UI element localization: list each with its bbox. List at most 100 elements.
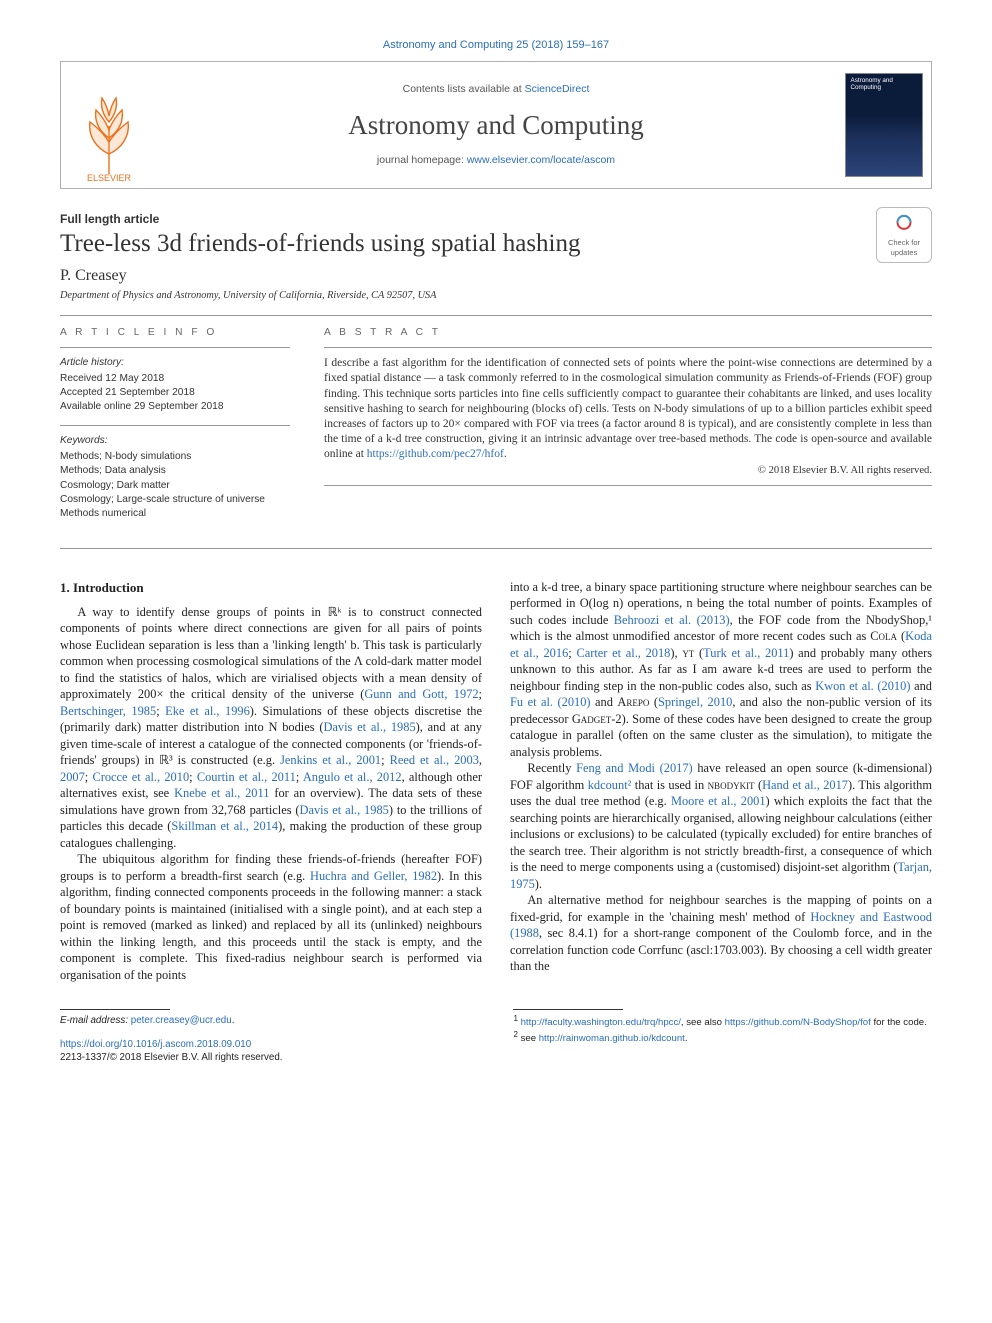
page-footer: E-mail address: peter.creasey@ucr.edu. h…: [60, 1009, 932, 1064]
crossmark-line2: updates: [891, 248, 918, 258]
keyword-item: Methods numerical: [60, 507, 290, 521]
citation-link[interactable]: Springel, 2010: [658, 695, 732, 709]
history-online: Available online 29 September 2018: [60, 400, 290, 414]
journal-cover-thumb: Astronomy and Computing: [836, 62, 931, 188]
contents-prefix: Contents lists available at: [403, 83, 525, 95]
code-name: Arepo: [617, 695, 649, 709]
citation-link[interactable]: Davis et al., 1985: [300, 803, 389, 817]
contents-available-line: Contents lists available at ScienceDirec…: [156, 82, 836, 96]
abstract-tail: .: [504, 448, 507, 460]
code-name: nbodykit: [708, 778, 755, 792]
author-affiliation: Department of Physics and Astronomy, Uni…: [60, 289, 932, 303]
footnote-text: , see also: [681, 1017, 725, 1028]
running-head: Astronomy and Computing 25 (2018) 159–16…: [60, 38, 932, 53]
svg-text:ELSEVIER: ELSEVIER: [86, 173, 131, 182]
abstract-body: I describe a fast algorithm for the iden…: [324, 357, 932, 460]
abstract-end-rule: [324, 485, 932, 486]
citation-link[interactable]: Eke et al., 1996: [165, 704, 250, 718]
article-info-heading: A R T I C L E I N F O: [60, 326, 290, 340]
abstract-heading: A B S T R A C T: [324, 326, 932, 340]
footnote-text: .: [685, 1034, 688, 1045]
crossmark-badge[interactable]: Check for updates: [876, 207, 932, 263]
code-name: yt: [682, 646, 694, 660]
citation-link[interactable]: Crocce et al., 2010: [92, 770, 189, 784]
crossmark-line1: Check for: [888, 238, 920, 248]
citation-link[interactable]: 2007: [60, 770, 85, 784]
citation-link[interactable]: Bertschinger, 1985: [60, 704, 156, 718]
body-paragraph: into a k-d tree, a binary space partitio…: [510, 579, 932, 761]
footnote-2: 2 see http://rainwoman.github.io/kdcount…: [513, 1030, 932, 1046]
author-name: P. Creasey: [60, 265, 932, 287]
history-label: Article history:: [60, 356, 290, 370]
cover-label: Astronomy and Computing: [851, 78, 917, 92]
keyword-item: Cosmology; Dark matter: [60, 479, 290, 493]
citation-link[interactable]: Turk et al., 2011: [703, 646, 789, 660]
footnote-link[interactable]: https://github.com/N-BodyShop/fof: [725, 1017, 871, 1028]
footnote-text: for the code.: [871, 1017, 927, 1028]
footnote-text: see: [521, 1034, 539, 1045]
separator-rule: [60, 315, 932, 316]
homepage-prefix: journal homepage:: [377, 154, 467, 166]
citation-link[interactable]: Fu et al. (2010): [510, 695, 591, 709]
citation-link[interactable]: Moore et al., 2001: [671, 794, 766, 808]
abstract-text: I describe a fast algorithm for the iden…: [324, 356, 932, 462]
keyword-item: Cosmology; Large-scale structure of univ…: [60, 493, 290, 507]
body-paragraph: An alternative method for neighbour sear…: [510, 892, 932, 975]
body-text: ).: [535, 877, 542, 891]
article-type: Full length article: [60, 211, 932, 227]
citation-link[interactable]: Feng and Modi (2017): [576, 761, 693, 775]
article-body: 1. Introduction A way to identify dense …: [60, 579, 932, 984]
body-text: ). In this algorithm, finding connected …: [60, 869, 482, 982]
body-paragraph: Recently Feng and Modi (2017) have relea…: [510, 760, 932, 892]
sciencedirect-link[interactable]: ScienceDirect: [525, 83, 590, 95]
doi-line: https://doi.org/10.1016/j.ascom.2018.09.…: [60, 1038, 479, 1051]
citation-link[interactable]: Hand et al., 2017: [762, 778, 848, 792]
footnote-rule: [513, 1009, 623, 1010]
issn-copyright-line: 2213-1337/© 2018 Elsevier B.V. All right…: [60, 1051, 479, 1064]
info-rule-2: [60, 425, 290, 426]
citation-link[interactable]: Skillman et al., 2014: [171, 819, 278, 833]
journal-homepage-line: journal homepage: www.elsevier.com/locat…: [156, 153, 836, 167]
body-text: Recently: [527, 761, 576, 775]
copyright-line: © 2018 Elsevier B.V. All rights reserved…: [324, 464, 932, 478]
keywords-label: Keywords:: [60, 434, 290, 448]
keyword-item: Methods; Data analysis: [60, 464, 290, 478]
citation-link[interactable]: Carter et al., 2018: [576, 646, 670, 660]
body-top-rule: [60, 548, 932, 549]
citation-link[interactable]: Reed et al., 2003: [390, 753, 479, 767]
citation-link[interactable]: Gunn and Gott, 1972: [364, 687, 478, 701]
email-link[interactable]: peter.creasey@ucr.edu: [131, 1015, 232, 1026]
abstract-rule: [324, 347, 932, 348]
article-title: Tree-less 3d friends-of-friends using sp…: [60, 229, 932, 259]
citation-link[interactable]: Courtin et al., 2011: [197, 770, 296, 784]
elsevier-tree-icon: ELSEVIER: [74, 82, 144, 182]
code-link[interactable]: kdcount²: [588, 778, 632, 792]
history-received: Received 12 May 2018: [60, 372, 290, 386]
footnote-1: 1 http://faculty.washington.edu/trq/hpcc…: [513, 1014, 932, 1030]
crossmark-icon: [891, 212, 917, 238]
journal-homepage-link[interactable]: www.elsevier.com/locate/ascom: [467, 154, 615, 166]
citation-link[interactable]: Angulo et al., 2012: [303, 770, 402, 784]
corresponding-email-line: E-mail address: peter.creasey@ucr.edu.: [60, 1014, 479, 1027]
abstract-code-link[interactable]: https://github.com/pec27/hfof: [367, 448, 504, 460]
doi-link[interactable]: https://doi.org/10.1016/j.ascom.2018.09.…: [60, 1039, 251, 1050]
history-accepted: Accepted 21 September 2018: [60, 386, 290, 400]
email-label: E-mail address:: [60, 1015, 131, 1026]
citation-link[interactable]: Huchra and Geller, 1982: [310, 869, 437, 883]
citation-link[interactable]: Knebe et al., 2011: [174, 786, 269, 800]
body-text: that is used in: [631, 778, 707, 792]
journal-masthead: ELSEVIER Contents lists available at Sci…: [60, 61, 932, 189]
body-paragraph: The ubiquitous algorithm for finding the…: [60, 851, 482, 983]
keyword-item: Methods; N-body simulations: [60, 450, 290, 464]
code-name: Cola: [870, 629, 897, 643]
footnote-rule: [60, 1009, 170, 1010]
citation-link[interactable]: Jenkins et al., 2001: [280, 753, 381, 767]
citation-link[interactable]: Davis et al., 1985: [323, 720, 415, 734]
section-heading: 1. Introduction: [60, 579, 482, 596]
citation-link[interactable]: Behroozi et al. (2013): [614, 613, 730, 627]
body-paragraph: A way to identify dense groups of points…: [60, 604, 482, 852]
info-rule: [60, 347, 290, 348]
footnote-link[interactable]: http://faculty.washington.edu/trq/hpcc/: [521, 1017, 681, 1028]
footnote-link[interactable]: http://rainwoman.github.io/kdcount: [539, 1034, 685, 1045]
citation-link[interactable]: Kwon et al. (2010): [815, 679, 910, 693]
